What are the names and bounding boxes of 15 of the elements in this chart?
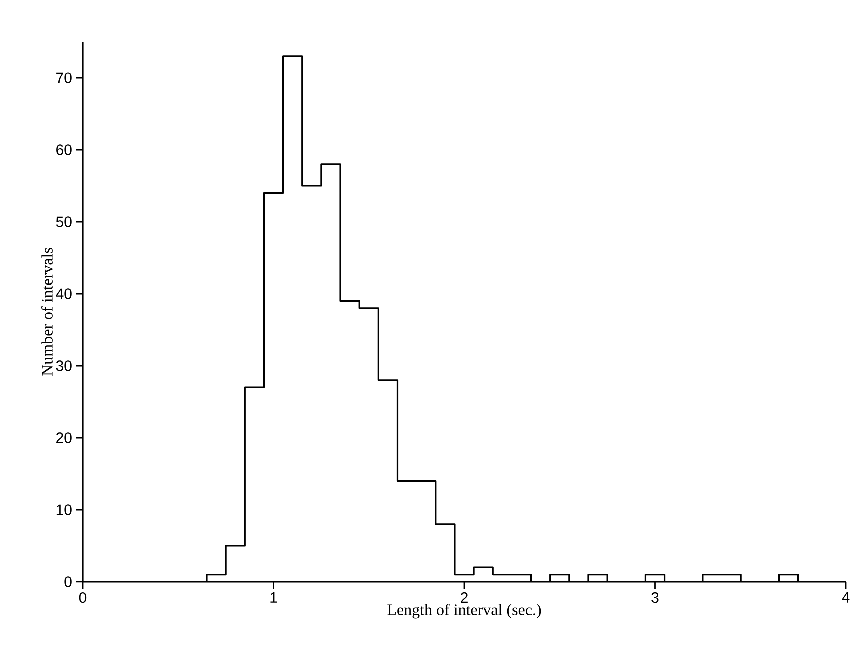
- x-tick-label: 0: [79, 592, 87, 604]
- x-tick-label: 3: [652, 592, 659, 604]
- y-tick-label: 20: [56, 432, 72, 444]
- y-tick-label: 0: [64, 576, 72, 588]
- x-tick-label: 2: [461, 592, 468, 603]
- y-tick-label: 10: [56, 504, 72, 516]
- y-tick-label: 30: [56, 360, 72, 372]
- x-tick-label: 4: [842, 592, 850, 603]
- x-tick-label: 1: [270, 592, 278, 603]
- y-tick-label: 70: [56, 72, 72, 84]
- y-tick-label: 40: [56, 288, 72, 300]
- y-tick-label: 60: [56, 144, 72, 156]
- y-tick-label: 50: [56, 216, 72, 228]
- y-axis-title: Number of intervals: [42, 248, 53, 376]
- x-axis-title: Length of interval (sec.): [388, 604, 542, 619]
